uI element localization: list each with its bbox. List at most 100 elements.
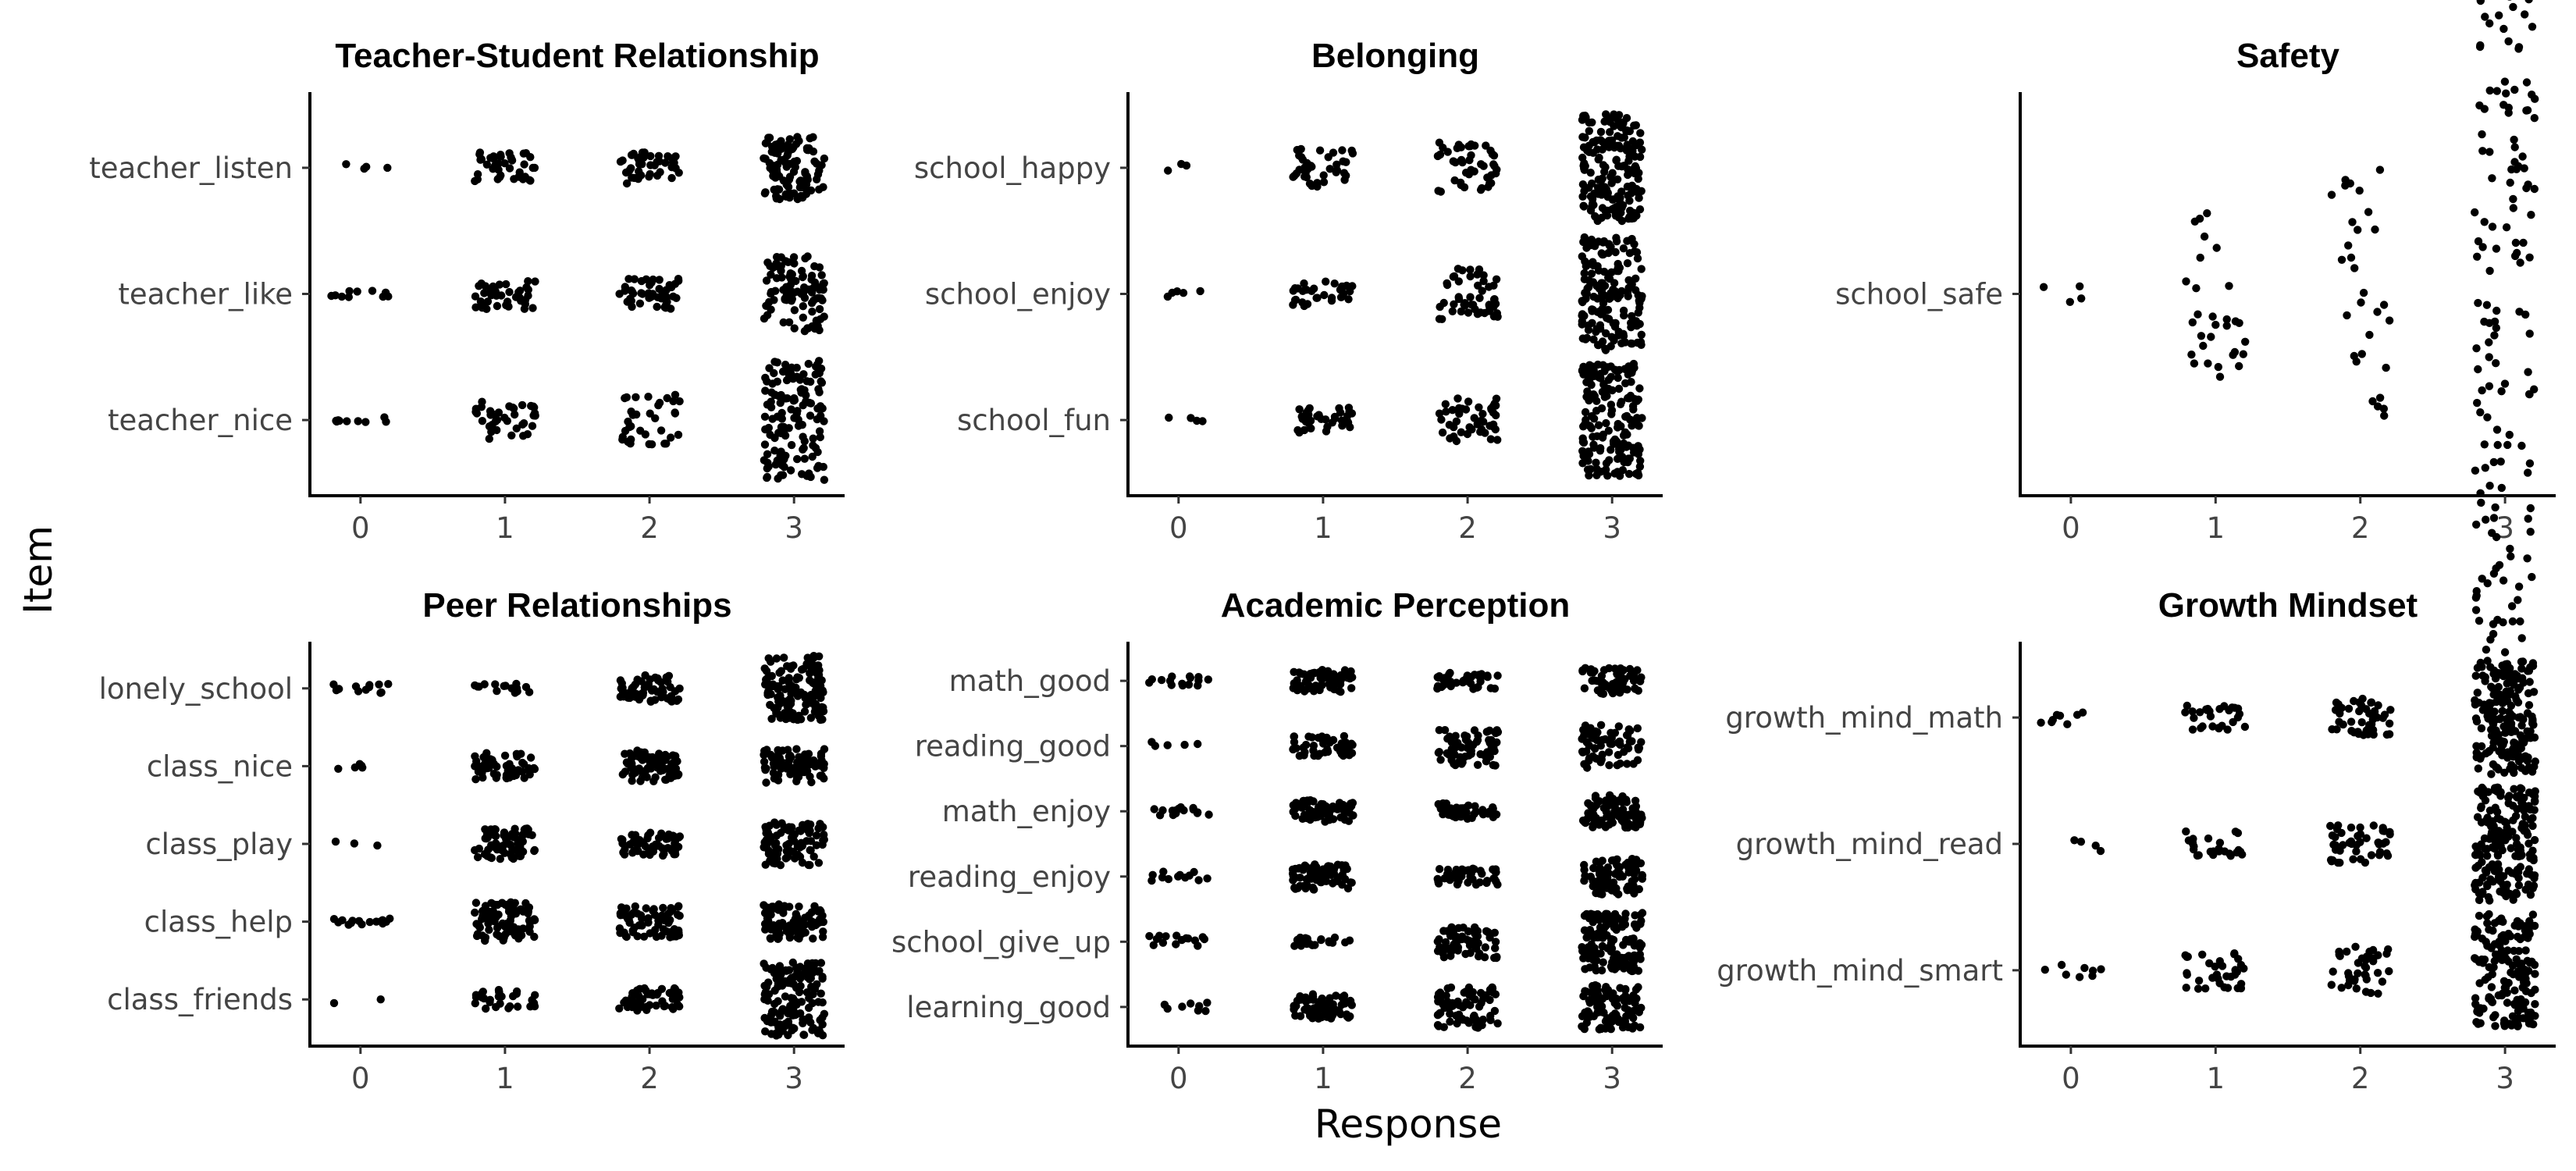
data-point	[1590, 933, 1599, 942]
data-point	[1578, 317, 1587, 326]
data-point	[531, 411, 539, 420]
data-point	[1204, 810, 1213, 819]
data-point	[777, 764, 785, 773]
data-point	[769, 263, 777, 272]
data-point	[2510, 946, 2518, 956]
data-point	[793, 715, 802, 724]
data-point	[1165, 677, 1175, 685]
data-point	[486, 998, 494, 1007]
data-point	[640, 148, 649, 157]
data-point	[2476, 0, 2485, 5]
data-point	[1628, 737, 1636, 746]
data-point	[1439, 927, 1448, 935]
data-point	[2339, 841, 2347, 849]
data-point	[807, 908, 817, 917]
data-point	[2500, 101, 2508, 109]
y-tick-label: teacher_nice	[108, 404, 293, 437]
data-point	[1476, 186, 1485, 194]
data-point	[792, 157, 802, 166]
data-point	[781, 431, 790, 440]
data-point	[2362, 834, 2371, 842]
data-point	[520, 774, 528, 782]
data-point	[1578, 1022, 1586, 1031]
data-point	[2528, 91, 2536, 99]
data-point	[653, 293, 662, 301]
data-point	[646, 753, 655, 762]
data-point	[778, 1027, 787, 1035]
data-point	[2517, 763, 2526, 772]
data-point	[1614, 294, 1622, 303]
data-point	[1472, 683, 1482, 692]
data-point	[1482, 757, 1491, 766]
data-point	[1349, 811, 1357, 820]
data-point	[1614, 331, 1623, 340]
data-point	[1340, 991, 1349, 1000]
data-point	[2504, 37, 2513, 46]
data-point	[1580, 187, 1589, 195]
data-point	[1632, 212, 1641, 220]
data-point	[812, 159, 821, 168]
data-point	[1630, 240, 1638, 248]
data-point	[622, 758, 632, 767]
data-point	[1470, 167, 1478, 176]
data-point	[2531, 792, 2539, 801]
data-point	[1296, 1012, 1305, 1020]
data-point	[2528, 719, 2537, 728]
data-point	[2351, 942, 2360, 952]
data-point	[615, 290, 624, 298]
data-point	[1634, 686, 1642, 695]
data-point	[2352, 984, 2361, 993]
data-point	[794, 773, 803, 781]
data-point	[2382, 849, 2391, 858]
data-point	[1589, 261, 1598, 270]
data-point	[2182, 277, 2190, 286]
data-point	[2225, 282, 2233, 290]
data-point	[772, 1029, 781, 1038]
data-point	[1450, 300, 1458, 308]
data-point	[1318, 994, 1326, 1003]
data-point	[817, 752, 826, 760]
data-point	[486, 407, 495, 415]
data-point	[1343, 411, 1352, 420]
data-point	[774, 429, 783, 437]
data-point	[1578, 153, 1587, 162]
data-point	[763, 377, 771, 386]
data-point	[2517, 657, 2526, 666]
data-point	[2215, 372, 2225, 381]
data-point	[2500, 977, 2509, 986]
data-point	[530, 163, 539, 173]
x-tick-label: 3	[785, 1062, 803, 1095]
data-point	[1449, 157, 1458, 166]
data-point	[638, 160, 646, 169]
data-point	[2385, 316, 2394, 325]
data-point	[2504, 867, 2513, 875]
data-point	[660, 849, 668, 858]
data-point	[2382, 363, 2390, 372]
data-point	[471, 303, 480, 311]
data-point	[785, 924, 794, 933]
data-point	[1440, 1003, 1449, 1013]
data-point	[529, 763, 539, 773]
data-point	[1436, 802, 1444, 810]
data-point	[662, 292, 671, 301]
data-point	[793, 454, 802, 464]
data-point	[628, 849, 637, 857]
data-point	[785, 135, 794, 144]
data-point	[354, 417, 362, 425]
data-point	[760, 314, 769, 323]
data-point	[2476, 1004, 2485, 1013]
data-point	[373, 841, 382, 850]
data-point	[2478, 147, 2487, 155]
data-point	[1622, 1012, 1631, 1021]
data-point	[1635, 304, 1644, 312]
data-point	[1483, 673, 1492, 682]
data-point	[1578, 297, 1586, 305]
data-point	[1296, 881, 1304, 891]
data-point	[516, 287, 525, 295]
data-point	[2475, 911, 2484, 920]
data-point	[1339, 157, 1347, 166]
data-point	[2524, 689, 2533, 698]
data-point	[635, 766, 645, 775]
data-point	[2197, 332, 2206, 340]
data-point	[480, 289, 489, 297]
